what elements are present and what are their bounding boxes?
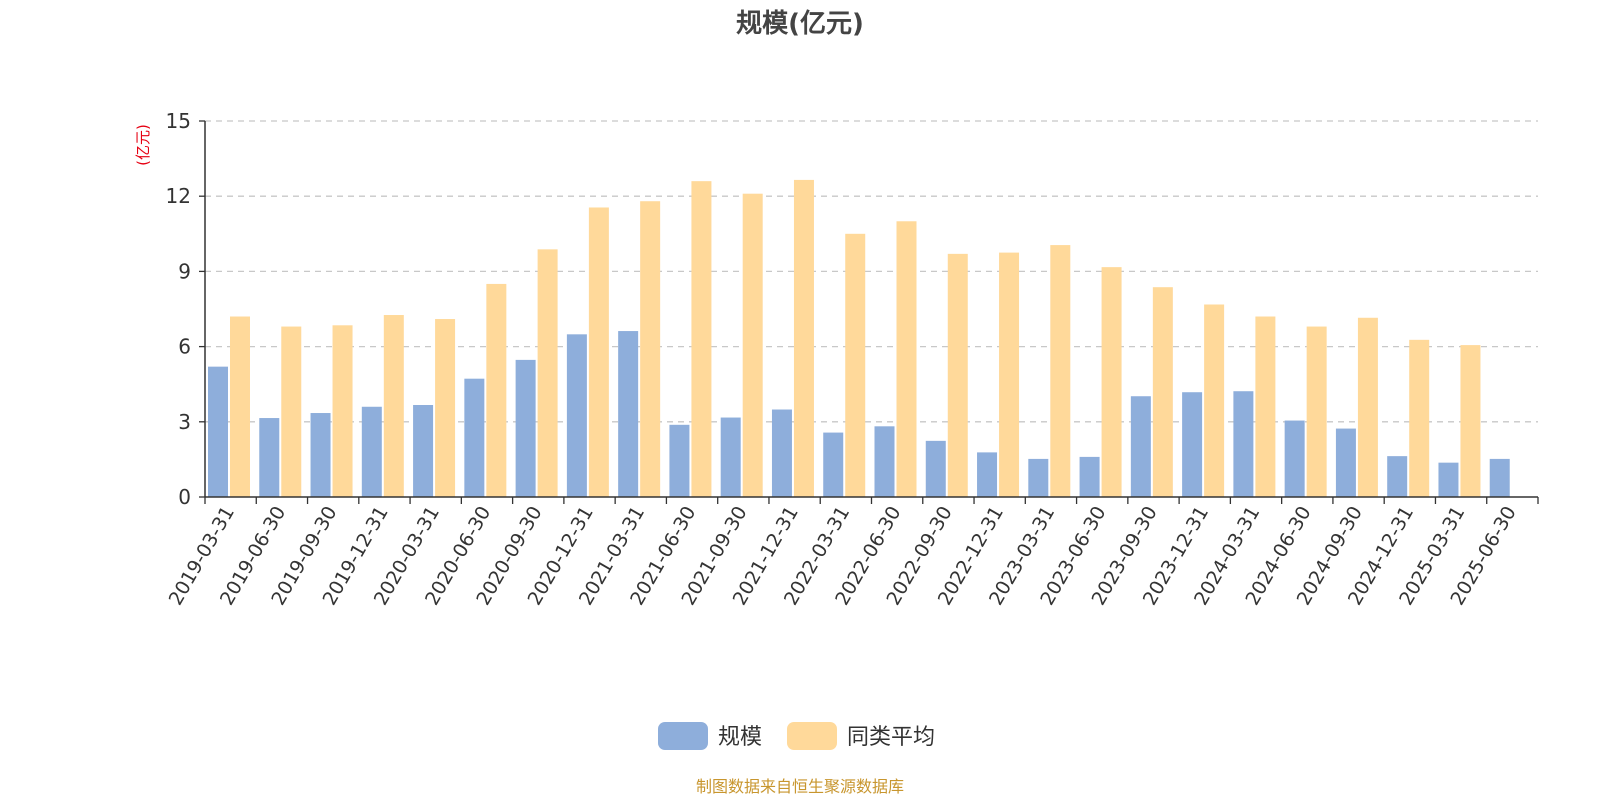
bar-avg-2021-12-31[interactable] — [793, 179, 814, 497]
bars — [208, 179, 1510, 498]
bar-avg-2024-06-30[interactable] — [1306, 326, 1327, 497]
bar-scale-2021-12-31[interactable] — [771, 409, 792, 497]
bar-scale-2021-06-30[interactable] — [669, 424, 690, 497]
legend: 规模 同类平均 — [658, 722, 935, 750]
bar-avg-2019-03-31[interactable] — [230, 316, 250, 497]
y-tick-label: 0 — [178, 485, 191, 509]
bar-avg-2019-12-31[interactable] — [383, 315, 404, 497]
bar-avg-2023-12-31[interactable] — [1204, 304, 1225, 497]
gridlines — [205, 120, 1538, 423]
bar-avg-2019-06-30[interactable] — [281, 326, 302, 497]
bar-scale-2019-06-30[interactable] — [259, 418, 280, 497]
bar-scale-2023-03-31[interactable] — [1028, 458, 1049, 497]
bar-scale-2023-06-30[interactable] — [1079, 456, 1100, 497]
bar-scale-2025-03-31[interactable] — [1438, 462, 1459, 497]
legend-swatch-scale[interactable] — [658, 722, 708, 750]
bar-scale-2020-03-31[interactable] — [413, 405, 434, 497]
bar-avg-2021-06-30[interactable] — [691, 181, 712, 497]
bar-scale-2023-12-31[interactable] — [1182, 392, 1203, 497]
bar-avg-2024-09-30[interactable] — [1357, 317, 1378, 497]
bar-scale-2020-09-30[interactable] — [515, 359, 536, 497]
bar-scale-2019-09-30[interactable] — [310, 413, 331, 497]
y-tick-label: 15 — [166, 109, 191, 133]
bar-avg-2023-09-30[interactable] — [1152, 287, 1173, 497]
bar-avg-2024-03-31[interactable] — [1255, 316, 1276, 497]
y-tick-label: 12 — [166, 184, 191, 208]
x-axis-ticks: 2019-03-312019-06-302019-09-302019-12-31… — [165, 497, 1539, 609]
bar-scale-2024-12-31[interactable] — [1387, 456, 1408, 497]
bar-avg-2024-12-31[interactable] — [1409, 339, 1430, 497]
bar-avg-2025-03-31[interactable] — [1460, 345, 1481, 497]
bar-scale-2019-12-31[interactable] — [361, 406, 382, 497]
y-axis-unit-label: (亿元) — [134, 124, 152, 166]
bar-scale-2020-06-30[interactable] — [464, 378, 485, 497]
bar-avg-2020-03-31[interactable] — [435, 319, 456, 497]
bar-avg-2020-09-30[interactable] — [537, 249, 558, 497]
bar-scale-2021-09-30[interactable] — [720, 417, 741, 497]
y-tick-label: 3 — [178, 410, 191, 434]
bar-avg-2023-03-31[interactable] — [1050, 245, 1071, 497]
bar-avg-2020-06-30[interactable] — [486, 283, 507, 497]
bar-scale-2024-09-30[interactable] — [1335, 428, 1356, 497]
chart-title: 规模(亿元) — [736, 9, 864, 39]
legend-swatch-avg[interactable] — [787, 722, 837, 750]
data-source-note: 制图数据来自恒生聚源数据库 — [696, 777, 904, 796]
bar-scale-2022-03-31[interactable] — [823, 432, 844, 497]
bar-scale-2024-06-30[interactable] — [1284, 420, 1305, 497]
bar-scale-2025-06-30[interactable] — [1489, 458, 1510, 497]
bar-avg-2022-12-31[interactable] — [999, 252, 1020, 497]
bar-avg-2023-06-30[interactable] — [1101, 267, 1122, 497]
y-tick-label: 6 — [178, 335, 191, 359]
bar-avg-2022-06-30[interactable] — [896, 221, 917, 497]
legend-label-avg[interactable]: 同类平均 — [847, 725, 935, 750]
bar-avg-2021-03-31[interactable] — [640, 201, 661, 498]
bar-scale-2019-03-31[interactable] — [208, 366, 228, 497]
bar-scale-2022-09-30[interactable] — [925, 440, 946, 497]
y-axis-ticks: 0 3 6 9 12 15 — [166, 109, 205, 509]
bar-scale-2023-09-30[interactable] — [1130, 396, 1151, 497]
bar-scale-2022-12-31[interactable] — [977, 452, 998, 497]
bar-avg-2019-09-30[interactable] — [332, 325, 353, 497]
bar-avg-2022-09-30[interactable] — [947, 253, 968, 497]
bar-avg-2022-03-31[interactable] — [845, 233, 866, 498]
bar-scale-2021-03-31[interactable] — [618, 331, 639, 497]
bar-scale-2024-03-31[interactable] — [1233, 391, 1254, 497]
bar-scale-2022-06-30[interactable] — [874, 426, 895, 497]
bar-scale-2020-12-31[interactable] — [566, 334, 587, 497]
bar-avg-2020-12-31[interactable] — [588, 207, 609, 498]
bar-avg-2021-09-30[interactable] — [742, 193, 763, 497]
legend-label-scale[interactable]: 规模 — [718, 725, 762, 750]
y-tick-label: 9 — [178, 259, 191, 283]
